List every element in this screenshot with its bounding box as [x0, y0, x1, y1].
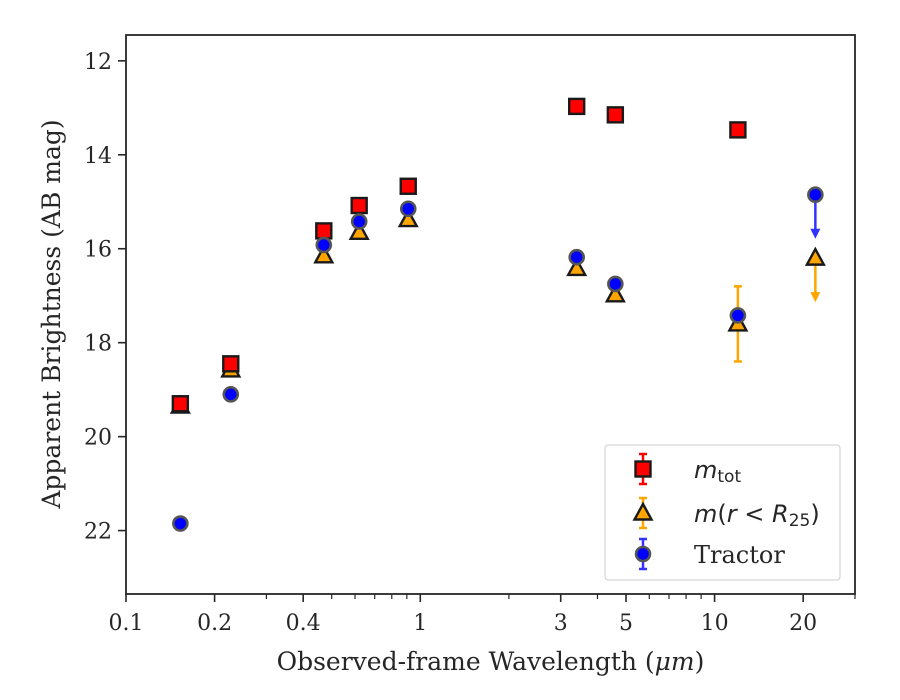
data-point-mtot [568, 97, 586, 116]
x-tick-label: 3 [554, 611, 568, 636]
x-tick-label: 0.2 [197, 611, 232, 636]
data-point-mtot [350, 196, 368, 215]
data-point-tractor [807, 186, 824, 204]
plot-marks [169, 97, 826, 532]
data-point-mr25 [348, 220, 370, 240]
axes: 0.1 0.2 0.4 1 3 5 10 20 12 14 16 18 20 22 [84, 50, 856, 636]
data-point-mtot [399, 177, 417, 195]
y-tick-label: 14 [84, 144, 112, 169]
upper-limit-arrow [810, 292, 821, 303]
legend-handle-mr25 [632, 501, 654, 521]
data-point-tractor [172, 515, 189, 532]
upper-limit-arrow [810, 228, 821, 239]
data-point-tractor [607, 275, 624, 293]
data-point-mtot [729, 121, 747, 139]
legend-handle-tractor [634, 545, 652, 563]
legend-handles [632, 452, 654, 571]
data-point-mr25 [566, 256, 588, 277]
legend-box [604, 444, 841, 581]
legend-handle-mtot [634, 460, 652, 478]
legend: mtot m(r < R25) Tractor [604, 444, 841, 581]
data-point-mr25 [804, 246, 826, 266]
data-point-tractor [315, 236, 333, 254]
x-tick-label: 1 [413, 611, 427, 636]
x-tick-label: 0.4 [286, 611, 321, 636]
series-mr25 [169, 208, 826, 414]
data-point-mtot [315, 222, 333, 240]
data-point-tractor [399, 200, 417, 218]
data-point-mtot [222, 355, 240, 373]
series-tractor [172, 186, 824, 532]
y-tick-label: 22 [84, 520, 112, 545]
y-tick-label: 16 [84, 238, 112, 263]
y-tick-label: 18 [84, 332, 112, 357]
x-tick-label: 20 [789, 611, 817, 636]
x-axis-label: Observed-frame Wavelength (μm) [277, 647, 705, 676]
series-mtot [171, 97, 747, 413]
x-tick-label: 0.1 [109, 611, 144, 636]
legend-label-mr25: m(r < R25) [694, 500, 820, 531]
data-point-mr25 [397, 208, 419, 228]
data-point-tractor [568, 248, 586, 266]
y-axis-label: Apparent Brightness (AB mag) [37, 119, 66, 509]
data-point-tractor [222, 386, 240, 403]
legend-label-tractor: Tractor [694, 541, 785, 569]
data-point-mtot [171, 395, 190, 413]
x-tick-label: 5 [619, 611, 633, 636]
y-tick-label: 12 [84, 50, 112, 75]
y-tick-label: 20 [84, 426, 112, 451]
data-point-mtot [606, 106, 625, 124]
plot-frame [125, 34, 856, 595]
data-point-mr25 [313, 244, 335, 264]
legend-label-mtot: mtot [694, 456, 741, 487]
data-point-mr25 [604, 283, 626, 303]
data-point-tractor [729, 307, 747, 324]
data-point-tractor [350, 213, 368, 230]
x-tick-label: 10 [701, 611, 729, 636]
